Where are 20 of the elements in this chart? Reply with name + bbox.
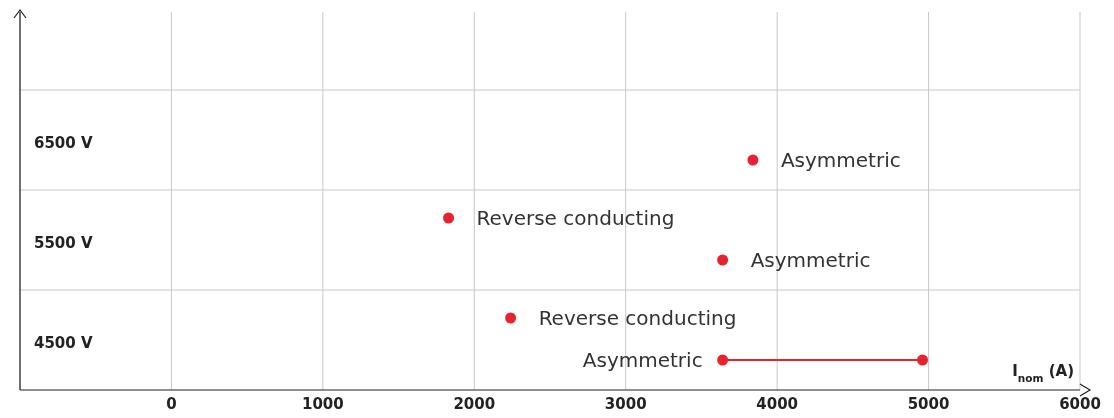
point (717, 354, 729, 366)
point (717, 254, 729, 266)
x-tick-label: 2000 (453, 394, 496, 413)
x-tick-label: 6000 (1059, 394, 1101, 413)
series-label: Reverse conducting (476, 206, 675, 230)
point (747, 154, 759, 166)
text: Asymmetric (750, 248, 871, 272)
x-tick-label: 4000 (756, 394, 799, 413)
x-tick-label: 1000 (301, 394, 344, 413)
y-tick-label: 5500 V (34, 234, 93, 252)
x-tick-label: 5000 (907, 394, 950, 413)
x-tick-label: 3000 (604, 394, 647, 413)
point (917, 354, 929, 366)
y-tick-label: 6500 V (34, 134, 93, 152)
y-tick-label: 4500 V (34, 334, 93, 352)
x-axis-title: I$_{nom}$ (A) (1012, 362, 1074, 384)
text: Asymmetric (780, 148, 901, 172)
text: Reverse conducting (538, 306, 737, 330)
series-label: Asymmetric (582, 348, 703, 372)
x-tick-label: 0 (166, 394, 177, 413)
